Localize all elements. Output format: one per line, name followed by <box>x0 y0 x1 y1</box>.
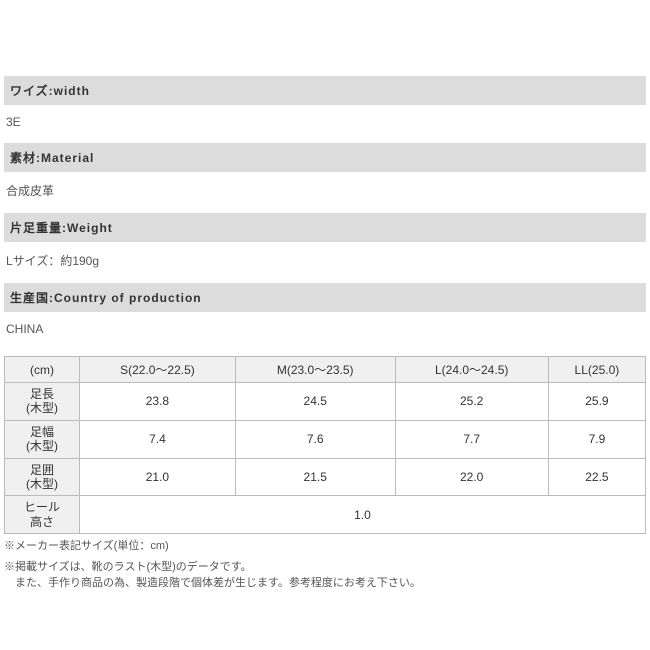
table-cell: 22.0 <box>395 458 548 496</box>
col-header: L(24.0～24.5) <box>395 357 548 383</box>
section-header-country: 生産国:Country of production <box>4 283 646 312</box>
table-row: ヒール高さ 1.0 <box>5 496 646 534</box>
section-value-country: CHINA <box>4 312 646 344</box>
table-cell: 7.7 <box>395 420 548 458</box>
table-cell: 24.5 <box>235 383 395 421</box>
table-row: 足囲(木型) 21.0 21.5 22.0 22.5 <box>5 458 646 496</box>
col-header: M(23.0～23.5) <box>235 357 395 383</box>
table-cell-span: 1.0 <box>80 496 646 534</box>
table-cell: 22.5 <box>548 458 645 496</box>
table-cell: 7.6 <box>235 420 395 458</box>
table-cell: 25.2 <box>395 383 548 421</box>
row-label: 足幅(木型) <box>5 420 80 458</box>
table-row: 足長(木型) 23.8 24.5 25.2 25.9 <box>5 383 646 421</box>
table-cell: 7.9 <box>548 420 645 458</box>
row-label: ヒール高さ <box>5 496 80 534</box>
section-header-weight: 片足重量:Weight <box>4 213 646 242</box>
section-value-weight: Lサイズ：約190g <box>4 242 646 277</box>
section-value-material: 合成皮革 <box>4 172 646 207</box>
size-table: (cm) S(22.0～22.5) M(23.0～23.5) L(24.0～24… <box>4 356 646 534</box>
col-header: S(22.0～22.5) <box>80 357 236 383</box>
section-value-width: 3E <box>4 105 646 137</box>
table-row: 足幅(木型) 7.4 7.6 7.7 7.9 <box>5 420 646 458</box>
footnote-1: ※メーカー表記サイズ(単位：cm) <box>4 538 646 555</box>
section-header-material: 素材:Material <box>4 143 646 172</box>
table-cell: 21.5 <box>235 458 395 496</box>
col-header: (cm) <box>5 357 80 383</box>
table-cell: 21.0 <box>80 458 236 496</box>
table-cell: 25.9 <box>548 383 645 421</box>
section-header-width: ワイズ:width <box>4 76 646 105</box>
col-header: LL(25.0) <box>548 357 645 383</box>
footnote-2: ※掲載サイズは、靴のラスト(木型)のデータです。 また、手作り商品の為、製造段階… <box>4 559 646 592</box>
row-label: 足長(木型) <box>5 383 80 421</box>
table-header-row: (cm) S(22.0～22.5) M(23.0～23.5) L(24.0～24… <box>5 357 646 383</box>
row-label: 足囲(木型) <box>5 458 80 496</box>
table-cell: 23.8 <box>80 383 236 421</box>
table-cell: 7.4 <box>80 420 236 458</box>
